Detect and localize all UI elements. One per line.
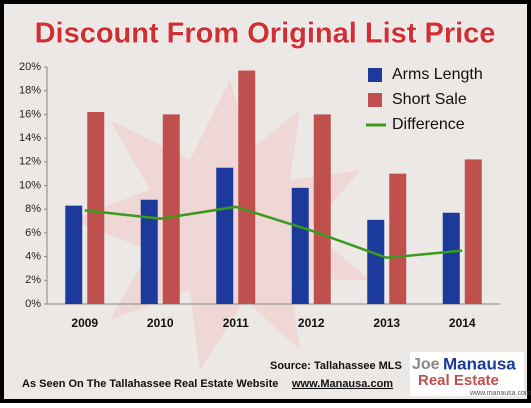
logo-url: www.manausa.com: [469, 390, 531, 397]
y-tick-label: 8%: [25, 203, 41, 215]
bar: [442, 212, 460, 304]
legend-label: Short Sale: [392, 91, 467, 108]
y-tick-label: 2%: [25, 274, 41, 286]
x-tick-label: 2010: [147, 316, 174, 330]
bar: [216, 167, 234, 304]
bar: [87, 112, 105, 304]
y-tick-label: 0%: [25, 298, 41, 310]
x-tick-label: 2013: [373, 316, 400, 330]
y-tick-label: 12%: [19, 156, 41, 168]
bar: [238, 70, 256, 305]
legend-swatch: [368, 93, 382, 107]
bar: [162, 114, 180, 305]
logo-tagline: Real Estate: [418, 372, 499, 389]
y-tick-label: 6%: [25, 227, 41, 239]
legend-label: Difference: [392, 116, 465, 133]
legend-swatch: [368, 68, 382, 82]
logo-first: Joe: [412, 356, 440, 373]
bar: [291, 187, 309, 304]
x-tick-label: 2009: [71, 316, 98, 330]
bar: [367, 219, 385, 304]
logo-last: Manausa: [443, 354, 516, 373]
y-tick-label: 10%: [19, 179, 41, 191]
line: [84, 205, 463, 260]
logo-box: [410, 352, 524, 396]
bar: [140, 199, 158, 304]
bar: [313, 114, 331, 305]
x-tick-label: 2011: [223, 316, 249, 330]
footer-caption: As Seen On The Tallahassee Real Estate W…: [22, 378, 278, 390]
y-tick-label: 16%: [19, 108, 41, 120]
bar: [464, 159, 482, 304]
y-tick-label: 20%: [19, 61, 41, 73]
bar: [65, 205, 83, 304]
y-tick-label: 14%: [19, 132, 41, 144]
y-tick-label: 4%: [25, 251, 41, 263]
footer-website: www.Manausa.com: [291, 378, 393, 390]
legend-label: Arms Length: [392, 66, 483, 83]
x-tick-label: 2012: [298, 316, 325, 330]
chart-title: Discount From Original List Price: [35, 18, 496, 50]
y-tick-label: 18%: [19, 85, 41, 97]
bar: [389, 173, 407, 304]
source-note: Source: Tallahassee MLS: [270, 360, 402, 372]
x-tick-label: 2014: [449, 316, 476, 330]
